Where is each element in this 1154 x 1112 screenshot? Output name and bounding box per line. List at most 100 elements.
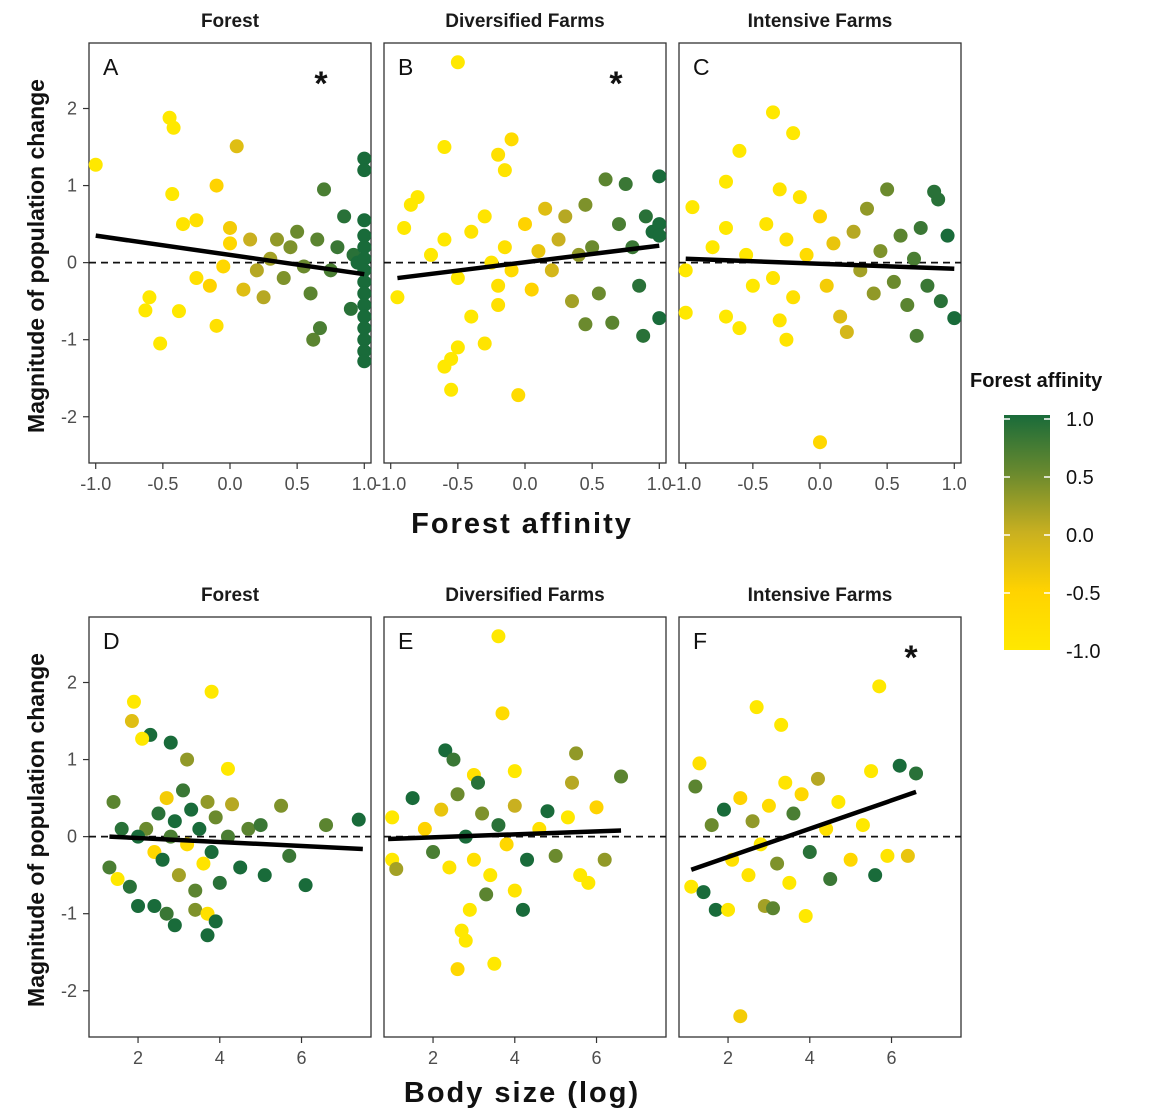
- data-point: [612, 217, 626, 232]
- data-point: [652, 217, 667, 232]
- data-point: [598, 172, 613, 187]
- regression-line: [690, 789, 917, 872]
- data-point: [597, 852, 612, 867]
- data-point: [786, 290, 801, 305]
- y-tick-label: -1: [61, 904, 77, 924]
- legend-ticks: 1.0 0.5 0.0 -0.5 -1.0: [1004, 409, 1100, 663]
- data-point: [909, 766, 924, 781]
- data-point: [233, 860, 248, 875]
- data-point: [507, 798, 522, 813]
- data-point: [283, 240, 298, 255]
- data-point: [632, 278, 647, 293]
- data-point: [189, 271, 204, 286]
- x-tick-label: 1.0: [647, 474, 672, 494]
- regression-line: [397, 243, 660, 281]
- data-point: [704, 818, 719, 833]
- data-point: [772, 182, 787, 197]
- data-point: [741, 868, 756, 883]
- x-tick-label: 1.0: [352, 474, 377, 494]
- data-point: [290, 224, 305, 239]
- data-point: [450, 340, 465, 355]
- data-point: [357, 213, 372, 228]
- data-point: [798, 909, 813, 924]
- data-point: [171, 304, 186, 319]
- data-point: [880, 848, 895, 863]
- data-point: [298, 878, 313, 893]
- y-tick-label: 0: [67, 827, 77, 847]
- data-point: [106, 794, 121, 809]
- regression-line: [95, 233, 365, 277]
- data-point: [131, 898, 146, 913]
- data-point: [652, 228, 667, 243]
- data-point: [200, 928, 215, 943]
- data-point: [759, 217, 774, 232]
- data-point: [464, 309, 479, 324]
- data-point: [479, 887, 494, 902]
- data-point: [159, 791, 174, 806]
- data-point: [708, 902, 723, 917]
- data-point: [813, 435, 827, 450]
- data-point: [357, 151, 372, 166]
- data-point: [497, 163, 512, 178]
- bottom-y-axis-title: Magnitude of population change: [23, 653, 49, 1007]
- significance-star: *: [609, 65, 623, 103]
- x-tick-label: 2: [133, 1048, 143, 1068]
- data-point: [216, 259, 231, 274]
- data-point: [900, 298, 915, 313]
- data-point: [446, 752, 461, 767]
- data-point: [772, 313, 787, 328]
- panel-a: Forest A * -1.0 -0.5 0.0 0.5 1.0 -2 -1 0 1 2: [61, 11, 377, 494]
- data-point: [167, 918, 182, 933]
- panel-letter: B: [398, 54, 413, 80]
- x-tick-label: -1.0: [375, 474, 406, 494]
- x-tick-label: -0.5: [147, 474, 178, 494]
- data-point: [209, 178, 224, 193]
- data-point: [357, 228, 372, 243]
- data-point: [716, 802, 731, 817]
- data-point: [257, 868, 272, 883]
- data-point: [188, 902, 203, 917]
- data-point: [165, 187, 180, 202]
- data-point: [893, 228, 908, 243]
- data-point: [873, 244, 888, 259]
- panel-b: Diversified Farms B * -1.0 -0.5 0.0 0.5 1.0: [375, 11, 672, 494]
- data-point: [450, 787, 465, 802]
- data-point: [638, 209, 653, 224]
- data-point: [933, 294, 948, 309]
- data-point: [605, 315, 620, 330]
- facet-title: Diversified Farms: [445, 11, 604, 32]
- data-point: [487, 956, 502, 971]
- data-point: [581, 875, 596, 890]
- data-point: [337, 209, 352, 224]
- data-point: [766, 901, 780, 916]
- data-point: [823, 872, 838, 887]
- data-point: [678, 263, 693, 278]
- x-tick-label: -1.0: [80, 474, 111, 494]
- regression-line: [685, 256, 955, 272]
- data-point: [560, 810, 575, 825]
- data-point: [692, 756, 707, 771]
- legend-tick-label: 0.5: [1066, 467, 1094, 489]
- x-tick-label: 6: [592, 1048, 602, 1068]
- data-point: [209, 318, 224, 333]
- data-point: [466, 852, 481, 867]
- data-point: [180, 752, 195, 767]
- data-point: [843, 852, 858, 867]
- data-point: [483, 868, 498, 883]
- x-tick-label: 4: [215, 1048, 225, 1068]
- data-point: [779, 232, 794, 247]
- data-point: [477, 209, 492, 224]
- data-point: [931, 192, 946, 207]
- data-point: [920, 278, 935, 293]
- data-point: [900, 848, 915, 863]
- data-point: [135, 731, 150, 746]
- x-tick-label: 0.0: [217, 474, 242, 494]
- data-point: [761, 798, 776, 813]
- data-point: [385, 810, 400, 825]
- legend-tick-label: 1.0: [1066, 409, 1094, 431]
- data-point: [357, 344, 372, 359]
- data-point: [520, 852, 535, 867]
- data-point: [719, 174, 733, 189]
- data-point: [719, 220, 733, 235]
- panel-frame: [678, 42, 962, 464]
